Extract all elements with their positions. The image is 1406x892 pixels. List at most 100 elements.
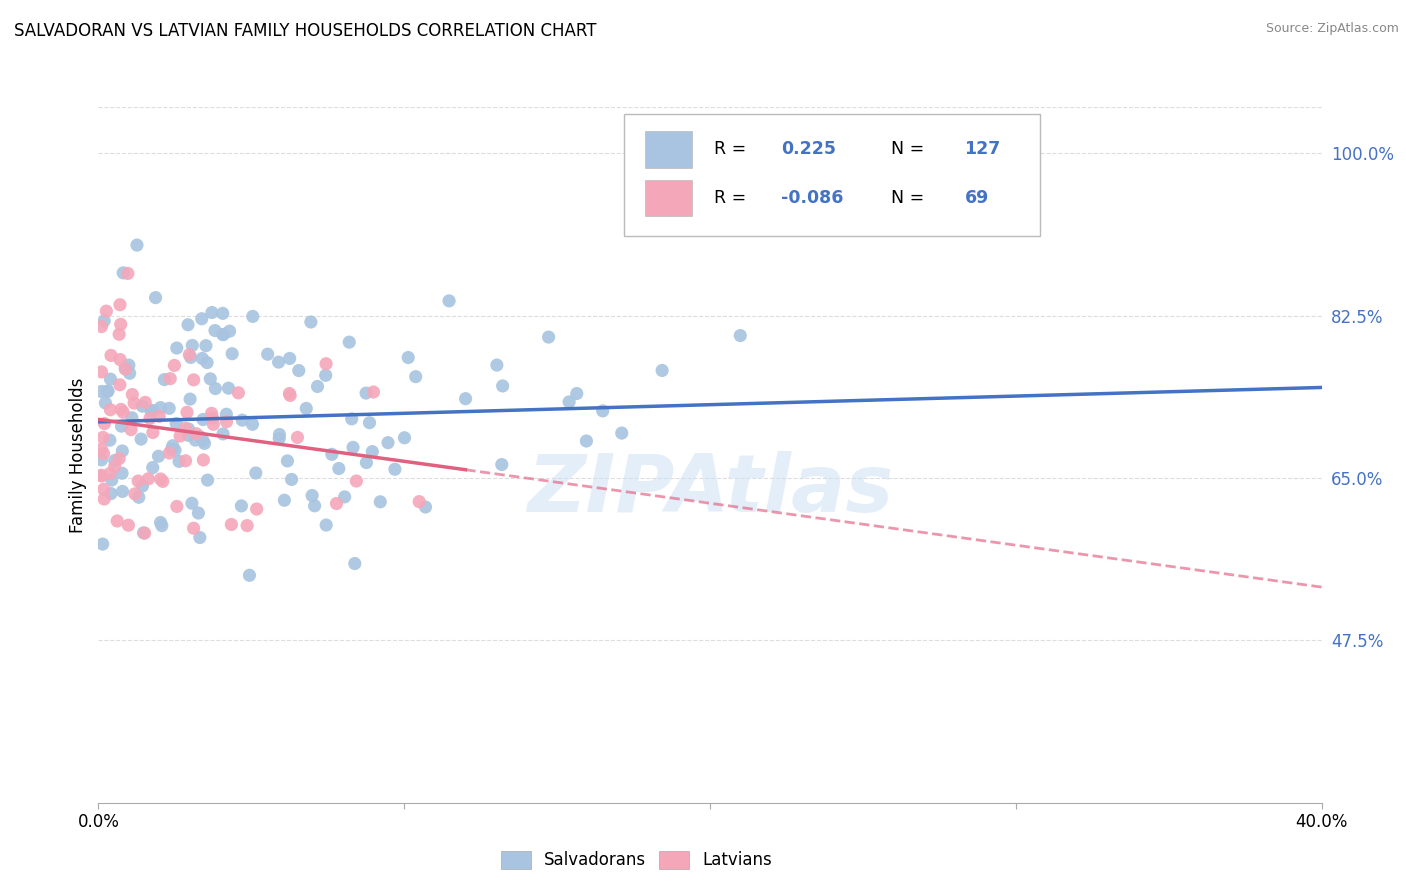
Point — [118, 366, 141, 380]
Point — [267, 355, 290, 369]
Point — [96, 304, 118, 318]
Point — [100, 402, 122, 417]
Point — [193, 436, 215, 450]
Point — [177, 422, 200, 436]
Point — [93, 491, 115, 506]
Point — [90, 469, 112, 483]
Point — [212, 327, 235, 342]
Point — [90, 365, 112, 379]
Point — [194, 339, 217, 353]
Point — [218, 324, 240, 338]
Text: ZIPAtlas: ZIPAtlas — [527, 450, 893, 529]
Point — [333, 490, 356, 504]
Point — [201, 411, 224, 425]
Point — [179, 392, 201, 406]
Text: -0.086: -0.086 — [780, 189, 844, 207]
Point — [651, 363, 673, 377]
Point — [188, 429, 211, 443]
Point — [97, 384, 120, 399]
Point — [187, 506, 209, 520]
Point — [121, 410, 143, 425]
Point — [90, 453, 112, 467]
Point — [100, 473, 122, 487]
Point — [537, 330, 560, 344]
Point — [177, 428, 200, 442]
Point — [183, 373, 205, 387]
Point — [122, 396, 145, 410]
Point — [299, 315, 322, 329]
Point — [228, 385, 250, 400]
Point — [315, 357, 337, 371]
Point — [278, 388, 301, 402]
Text: R =: R = — [714, 189, 747, 207]
Point — [169, 429, 191, 443]
Point — [183, 521, 205, 535]
Point — [344, 474, 367, 488]
Point — [245, 466, 267, 480]
Point — [315, 368, 337, 383]
Point — [188, 531, 211, 545]
Point — [592, 404, 614, 418]
Point — [142, 460, 165, 475]
Point — [437, 293, 460, 308]
Point — [108, 298, 131, 312]
Point — [342, 441, 364, 455]
Point — [159, 371, 181, 385]
Point — [97, 384, 120, 398]
Point — [108, 352, 131, 367]
Point — [218, 381, 240, 395]
Text: 127: 127 — [965, 140, 1001, 159]
Point — [236, 518, 259, 533]
Point — [149, 516, 172, 530]
Point — [730, 328, 752, 343]
Point — [242, 417, 264, 432]
Text: SALVADORAN VS LATVIAN FAMILY HOUSEHOLDS CORRELATION CHART: SALVADORAN VS LATVIAN FAMILY HOUSEHOLDS … — [14, 22, 596, 40]
Point — [204, 382, 226, 396]
Text: N =: N = — [891, 189, 924, 207]
Point — [575, 434, 598, 448]
Point — [100, 372, 122, 386]
Point — [157, 446, 180, 460]
Point — [93, 417, 115, 431]
Point — [100, 486, 122, 500]
Point — [180, 351, 202, 365]
Point — [98, 433, 121, 447]
Point — [200, 406, 222, 420]
Point — [278, 386, 301, 401]
Point — [191, 434, 214, 448]
Point — [356, 456, 378, 470]
Point — [408, 494, 430, 508]
Point — [163, 359, 186, 373]
Point — [157, 401, 180, 416]
Point — [174, 421, 197, 435]
Point — [191, 412, 214, 426]
Point — [211, 306, 233, 320]
Point — [492, 379, 515, 393]
Point — [177, 318, 200, 332]
Point — [105, 514, 128, 528]
Point — [160, 442, 183, 457]
Text: 69: 69 — [965, 189, 988, 207]
Point — [231, 413, 253, 427]
Point — [98, 467, 121, 481]
Point — [610, 426, 633, 441]
Point — [145, 291, 167, 305]
Text: R =: R = — [714, 140, 747, 159]
Point — [184, 433, 207, 447]
Point — [165, 417, 187, 431]
Point — [363, 384, 385, 399]
Point — [304, 499, 326, 513]
Point — [166, 500, 188, 514]
Point — [307, 379, 329, 393]
Point — [163, 443, 186, 458]
Point — [343, 557, 366, 571]
Point — [114, 362, 136, 376]
Point — [491, 458, 513, 472]
Point — [215, 415, 238, 429]
Point — [166, 341, 188, 355]
Point — [295, 401, 318, 416]
Point — [128, 490, 150, 504]
Point — [176, 405, 198, 419]
Point — [191, 311, 214, 326]
Point — [238, 568, 260, 582]
